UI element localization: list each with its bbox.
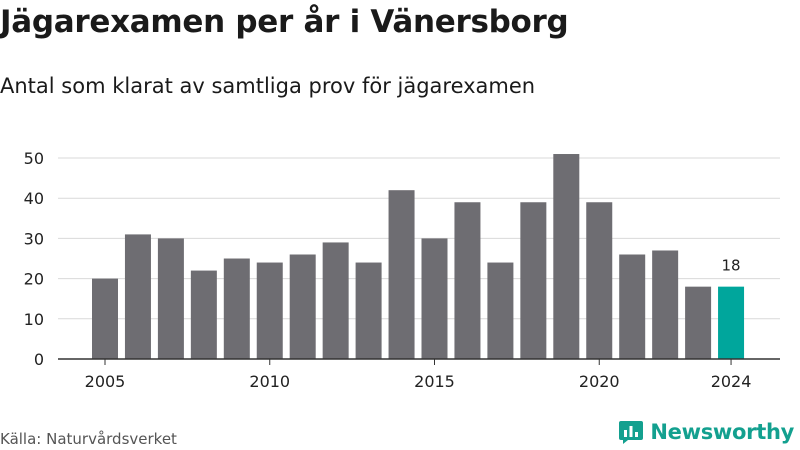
data-label-2024: 18 xyxy=(722,257,741,275)
bar-2006 xyxy=(124,234,151,359)
source-note: Källa: Naturvårdsverket xyxy=(0,430,177,448)
bar-2022 xyxy=(652,250,679,359)
data-labels: 18 xyxy=(722,257,741,275)
y-tick-label: 10 xyxy=(24,310,44,329)
y-axis-ticks: 0 10 20 30 40 50 xyxy=(24,149,44,369)
y-tick-label: 0 xyxy=(34,350,44,369)
x-tick-label: 2020 xyxy=(579,372,620,391)
brand-name: Newsworthy xyxy=(650,420,794,444)
bar-2005 xyxy=(92,278,118,359)
y-tick-label: 20 xyxy=(24,270,44,289)
bar-2007 xyxy=(157,238,184,359)
x-tick-label: 2010 xyxy=(249,372,290,391)
x-tick-label: 2005 xyxy=(85,372,126,391)
x-tick-label: 2024 xyxy=(711,372,752,391)
bar-2021 xyxy=(619,254,646,359)
bar-2008 xyxy=(190,270,217,359)
bar-2023 xyxy=(685,286,712,359)
bars xyxy=(92,154,745,359)
y-tick-label: 30 xyxy=(24,229,44,248)
x-tick-label: 2015 xyxy=(414,372,455,391)
bar-2024 xyxy=(718,286,745,359)
bar-2016 xyxy=(454,202,481,359)
bar-2012 xyxy=(322,242,349,359)
bar-2019 xyxy=(553,154,580,359)
bar-2018 xyxy=(520,202,547,359)
bar-2014 xyxy=(388,190,415,359)
chart-subtitle: Antal som klarat av samtliga prov för jä… xyxy=(0,74,536,98)
bar-2010 xyxy=(256,262,283,359)
bar-2015 xyxy=(421,238,448,359)
y-tick-label: 40 xyxy=(24,189,44,208)
bar-2020 xyxy=(586,202,613,359)
y-tick-label: 50 xyxy=(24,149,44,168)
bar-2013 xyxy=(355,262,382,359)
x-axis-ticks: 2005 2010 2015 2020 2024 xyxy=(85,359,752,391)
bar-2009 xyxy=(223,258,250,359)
newsworthy-logo-icon xyxy=(619,421,644,444)
page-title: Jägarexamen per år i Vänersborg xyxy=(0,4,569,40)
bar-2017 xyxy=(487,262,514,359)
brand-logo: Newsworthy xyxy=(618,419,794,445)
bar-2011 xyxy=(289,254,316,359)
